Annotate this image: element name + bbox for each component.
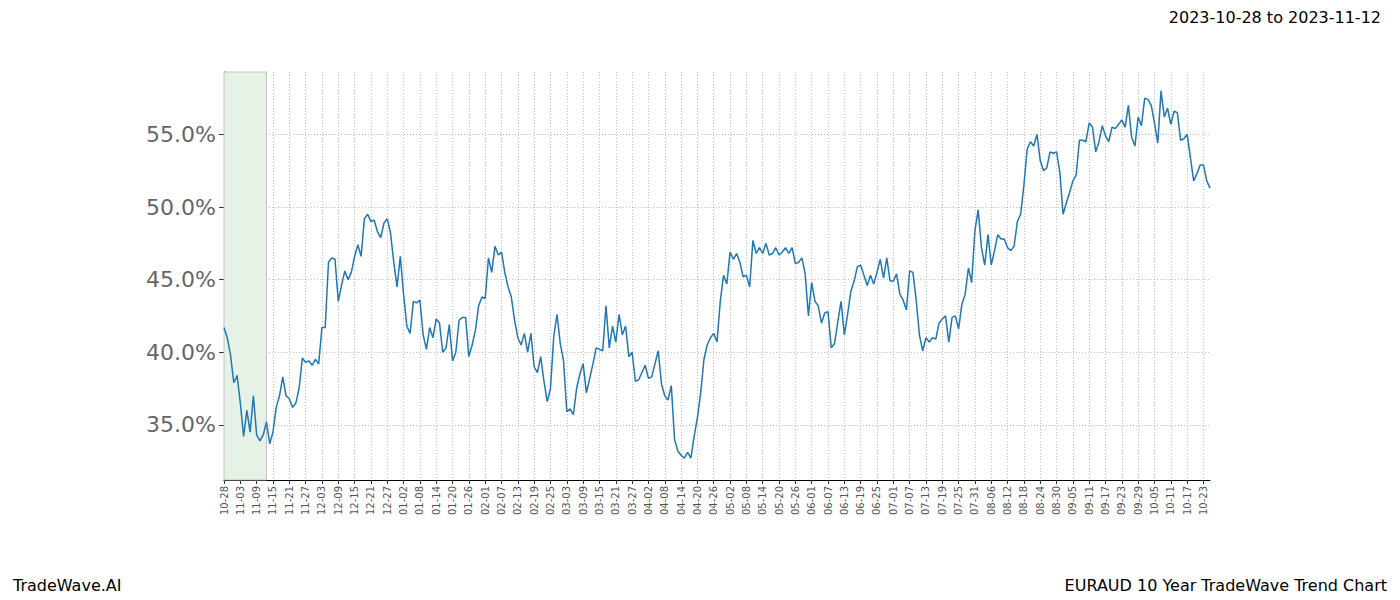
- svg-text:10-17: 10-17: [1182, 486, 1193, 515]
- svg-text:01-20: 01-20: [447, 486, 458, 515]
- svg-text:04-26: 04-26: [708, 486, 719, 515]
- svg-text:11-15: 11-15: [267, 486, 278, 515]
- svg-text:08-18: 08-18: [1018, 486, 1029, 515]
- svg-text:03-15: 03-15: [594, 486, 605, 515]
- svg-text:35.0%: 35.0%: [146, 412, 216, 437]
- svg-text:07-13: 07-13: [920, 486, 931, 515]
- svg-text:02-25: 02-25: [545, 486, 556, 515]
- svg-text:11-03: 11-03: [235, 486, 246, 515]
- svg-text:11-27: 11-27: [300, 486, 311, 515]
- svg-text:03-21: 03-21: [610, 486, 621, 515]
- svg-text:40.0%: 40.0%: [146, 340, 216, 365]
- svg-text:05-08: 05-08: [741, 486, 752, 515]
- svg-text:12-15: 12-15: [349, 486, 360, 515]
- svg-text:04-02: 04-02: [643, 486, 654, 515]
- svg-text:03-03: 03-03: [561, 486, 572, 515]
- svg-text:07-01: 07-01: [888, 486, 899, 515]
- svg-text:07-31: 07-31: [969, 486, 980, 515]
- svg-text:TradeWave.AI: TradeWave.AI: [12, 576, 121, 595]
- svg-text:10-11: 10-11: [1165, 486, 1176, 515]
- svg-text:09-17: 09-17: [1100, 486, 1111, 515]
- svg-text:02-13: 02-13: [512, 486, 523, 515]
- svg-text:10-28: 10-28: [219, 486, 230, 515]
- svg-text:07-07: 07-07: [904, 486, 915, 515]
- svg-text:03-09: 03-09: [578, 486, 589, 515]
- svg-text:08-30: 08-30: [1051, 486, 1062, 515]
- svg-text:08-24: 08-24: [1035, 486, 1046, 515]
- svg-text:09-29: 09-29: [1133, 486, 1144, 515]
- svg-text:2023-10-28 to 2023-11-12: 2023-10-28 to 2023-11-12: [1169, 8, 1381, 27]
- svg-text:55.0%: 55.0%: [146, 122, 216, 147]
- svg-text:01-02: 01-02: [398, 486, 409, 515]
- svg-text:01-08: 01-08: [414, 486, 425, 515]
- svg-text:45.0%: 45.0%: [146, 267, 216, 292]
- svg-text:03-27: 03-27: [627, 486, 638, 515]
- svg-text:08-06: 08-06: [986, 486, 997, 515]
- svg-text:06-19: 06-19: [855, 486, 866, 515]
- svg-text:12-03: 12-03: [316, 486, 327, 515]
- svg-text:12-21: 12-21: [365, 486, 376, 515]
- svg-text:11-09: 11-09: [251, 486, 262, 515]
- svg-text:01-14: 01-14: [431, 486, 442, 515]
- svg-text:04-14: 04-14: [676, 486, 687, 515]
- svg-text:06-01: 06-01: [806, 486, 817, 515]
- svg-text:06-13: 06-13: [839, 486, 850, 515]
- svg-text:09-11: 09-11: [1084, 486, 1095, 515]
- svg-text:01-26: 01-26: [463, 486, 474, 515]
- svg-text:08-12: 08-12: [1002, 486, 1013, 515]
- svg-text:02-07: 02-07: [496, 486, 507, 515]
- svg-text:05-20: 05-20: [774, 486, 785, 515]
- svg-text:07-25: 07-25: [953, 486, 964, 515]
- svg-text:07-19: 07-19: [937, 486, 948, 515]
- svg-text:04-20: 04-20: [692, 486, 703, 515]
- svg-text:02-19: 02-19: [529, 486, 540, 515]
- svg-text:06-25: 06-25: [871, 486, 882, 515]
- svg-text:12-27: 12-27: [382, 486, 393, 515]
- svg-text:12-09: 12-09: [333, 486, 344, 515]
- svg-text:11-21: 11-21: [284, 486, 295, 515]
- svg-text:02-01: 02-01: [480, 486, 491, 515]
- svg-text:10-05: 10-05: [1149, 486, 1160, 515]
- svg-text:05-02: 05-02: [725, 486, 736, 515]
- svg-text:10-23: 10-23: [1198, 486, 1209, 515]
- svg-text:09-05: 09-05: [1067, 486, 1078, 515]
- svg-text:04-08: 04-08: [659, 486, 670, 515]
- svg-text:05-26: 05-26: [790, 486, 801, 515]
- svg-text:50.0%: 50.0%: [146, 195, 216, 220]
- svg-text:09-23: 09-23: [1116, 486, 1127, 515]
- svg-text:05-14: 05-14: [757, 486, 768, 515]
- svg-text:06-07: 06-07: [823, 486, 834, 515]
- svg-text:EURAUD 10 Year TradeWave Trend: EURAUD 10 Year TradeWave Trend Chart: [1065, 576, 1387, 595]
